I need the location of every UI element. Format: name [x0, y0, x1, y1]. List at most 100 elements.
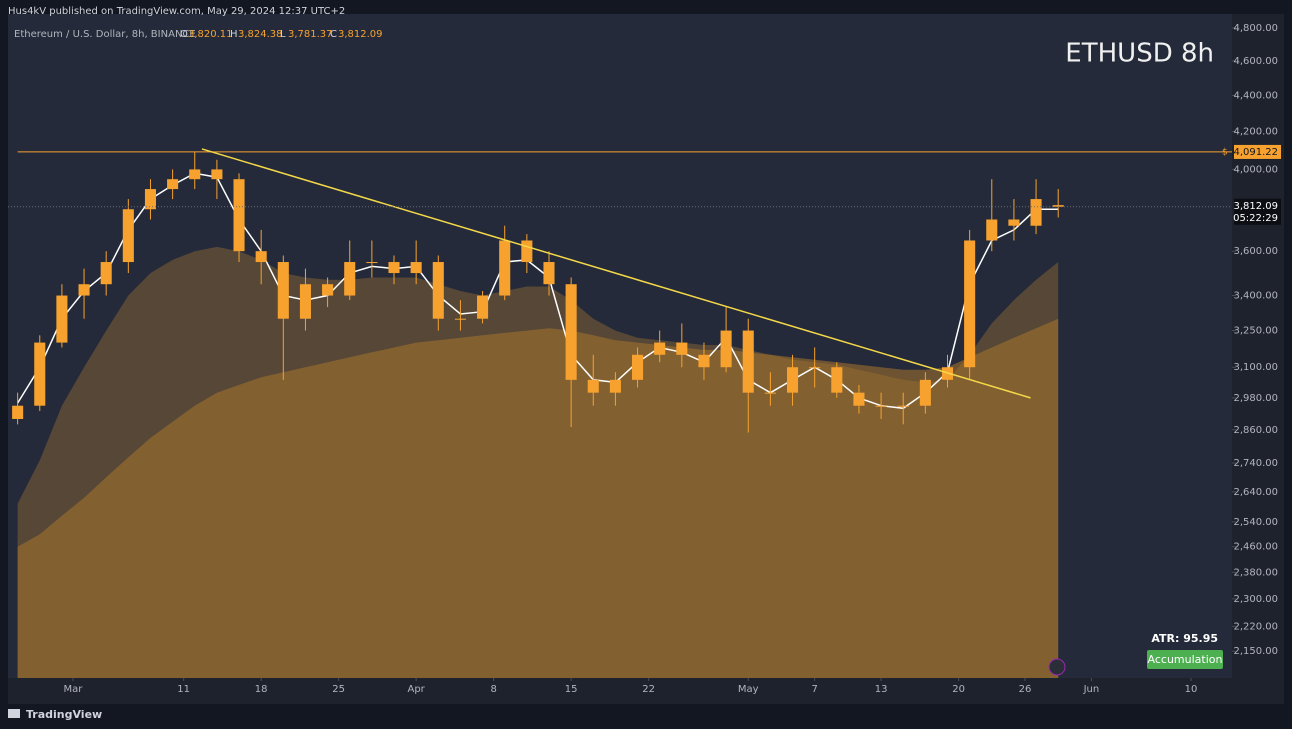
level-tag: 4,091.22 — [1233, 147, 1278, 158]
ohlc-legend: O 3,820.11H 3,824.38L 3,781.37C 3,812.09 — [180, 29, 383, 40]
candle-body — [344, 262, 356, 296]
candle-body — [1008, 219, 1020, 226]
x-tick-label: 7 — [811, 684, 817, 695]
candle-body — [477, 295, 489, 319]
candle-body — [277, 262, 289, 319]
candle-body — [698, 354, 710, 368]
y-tick-label: 3,600.00 — [1233, 246, 1278, 257]
y-tick-label: 2,460.00 — [1233, 542, 1278, 553]
candle-body — [299, 284, 311, 319]
x-tick-label: May — [738, 684, 759, 695]
candle-body — [499, 240, 511, 296]
y-tick-label: 3,100.00 — [1233, 362, 1278, 373]
level-tag-bg — [1234, 144, 1281, 159]
candle-body — [388, 262, 400, 274]
price-axis — [1232, 14, 1284, 704]
atr: ATR: 95.95 — [1151, 632, 1218, 645]
x-tick-label: 13 — [875, 684, 888, 695]
candle-body — [167, 179, 179, 190]
y-tick-label: 4,400.00 — [1233, 90, 1278, 101]
candle-body — [986, 219, 998, 241]
candle-body — [831, 367, 843, 393]
candle-body — [144, 189, 157, 210]
candle-body — [964, 240, 976, 368]
y-tick-label: 2,640.00 — [1233, 487, 1278, 498]
candle-body — [211, 169, 223, 180]
candle-body — [565, 284, 577, 380]
candle-body — [122, 209, 134, 263]
last-price-label: 3,812.09 — [1233, 201, 1278, 212]
x-tick-label: 20 — [952, 684, 965, 695]
candle-body — [742, 330, 754, 393]
candle-body — [410, 262, 422, 274]
y-tick-label: 4,800.00 — [1233, 23, 1278, 34]
badge-bg — [1147, 650, 1223, 669]
candle-body — [764, 392, 776, 394]
candle-body — [853, 392, 865, 406]
y-tick-label: 4,000.00 — [1233, 164, 1278, 175]
x-tick-label: 22 — [642, 684, 655, 695]
ohlc-value: 3,824.38 — [238, 29, 283, 40]
time-axis — [8, 678, 1232, 704]
candle-body — [56, 295, 68, 343]
x-tick-label: 18 — [255, 684, 268, 695]
watermark-title: ETHUSD 8h — [1065, 39, 1214, 69]
y-tick-label: 2,300.00 — [1233, 594, 1278, 605]
y-tick-label: 3,250.00 — [1233, 326, 1278, 337]
candle-body — [366, 262, 378, 264]
ohlc-value: 3,781.37 — [288, 29, 333, 40]
y-tick-label: 2,220.00 — [1233, 621, 1278, 632]
candle-body — [609, 379, 621, 393]
candle-body — [654, 342, 666, 355]
logo — [8, 709, 20, 718]
trendline — [201, 148, 1031, 399]
x-tick-label: 25 — [332, 684, 345, 695]
candle-body — [897, 405, 909, 407]
x-tick-label: 11 — [177, 684, 190, 695]
candle-body — [34, 342, 46, 406]
y-tick-label: 2,380.00 — [1233, 567, 1278, 578]
y-tick-label: 2,740.00 — [1233, 458, 1278, 469]
candle-body — [100, 262, 112, 285]
candle-body — [12, 405, 24, 419]
ma-area — [17, 318, 1059, 678]
candle-body — [322, 284, 334, 296]
x-tick-label: Apr — [407, 684, 425, 695]
alert-icon[interactable] — [1048, 658, 1066, 676]
candle-body — [255, 251, 267, 263]
y-tick-label: 2,150.00 — [1233, 646, 1278, 657]
x-tick-label: 10 — [1185, 684, 1198, 695]
x-tick-label: 15 — [565, 684, 578, 695]
candle-body — [875, 405, 887, 407]
ohlc-key: O — [180, 29, 188, 40]
level-marker: $ — [1222, 147, 1228, 157]
countdown: 05:22:29 — [1233, 213, 1278, 224]
y-tick-label: 2,980.00 — [1233, 393, 1278, 404]
y-tick-label: 2,860.00 — [1233, 425, 1278, 436]
candle-body — [786, 367, 799, 393]
candle-body — [676, 342, 688, 355]
ohlc-key: L — [280, 29, 286, 40]
x-tick-label: Jun — [1083, 684, 1100, 695]
ohlc-value: 3,820.11 — [188, 29, 233, 40]
y-tick-label: 2,540.00 — [1233, 517, 1278, 528]
symbol: Ethereum / U.S. Dollar, 8h, BINANCE — [14, 29, 196, 40]
candle-body — [809, 367, 821, 369]
y-tick-label: 4,600.00 — [1233, 56, 1278, 67]
candle-body — [432, 262, 444, 319]
candle-body — [454, 318, 466, 320]
candle-body — [521, 240, 533, 263]
x-tick-label: Mar — [64, 684, 84, 695]
brand: TradingView — [26, 708, 102, 721]
candle-body — [1030, 199, 1042, 226]
ohlc-value: 3,812.09 — [338, 29, 383, 40]
candle-body — [632, 354, 644, 380]
y-tick-label: 4,200.00 — [1233, 127, 1278, 138]
last-price-bg — [1234, 198, 1281, 225]
candle-body — [919, 379, 931, 406]
badge: Accumulation — [1148, 653, 1223, 666]
candle-body — [720, 330, 732, 368]
candle-body — [543, 262, 555, 285]
x-tick-label: 26 — [1019, 684, 1032, 695]
